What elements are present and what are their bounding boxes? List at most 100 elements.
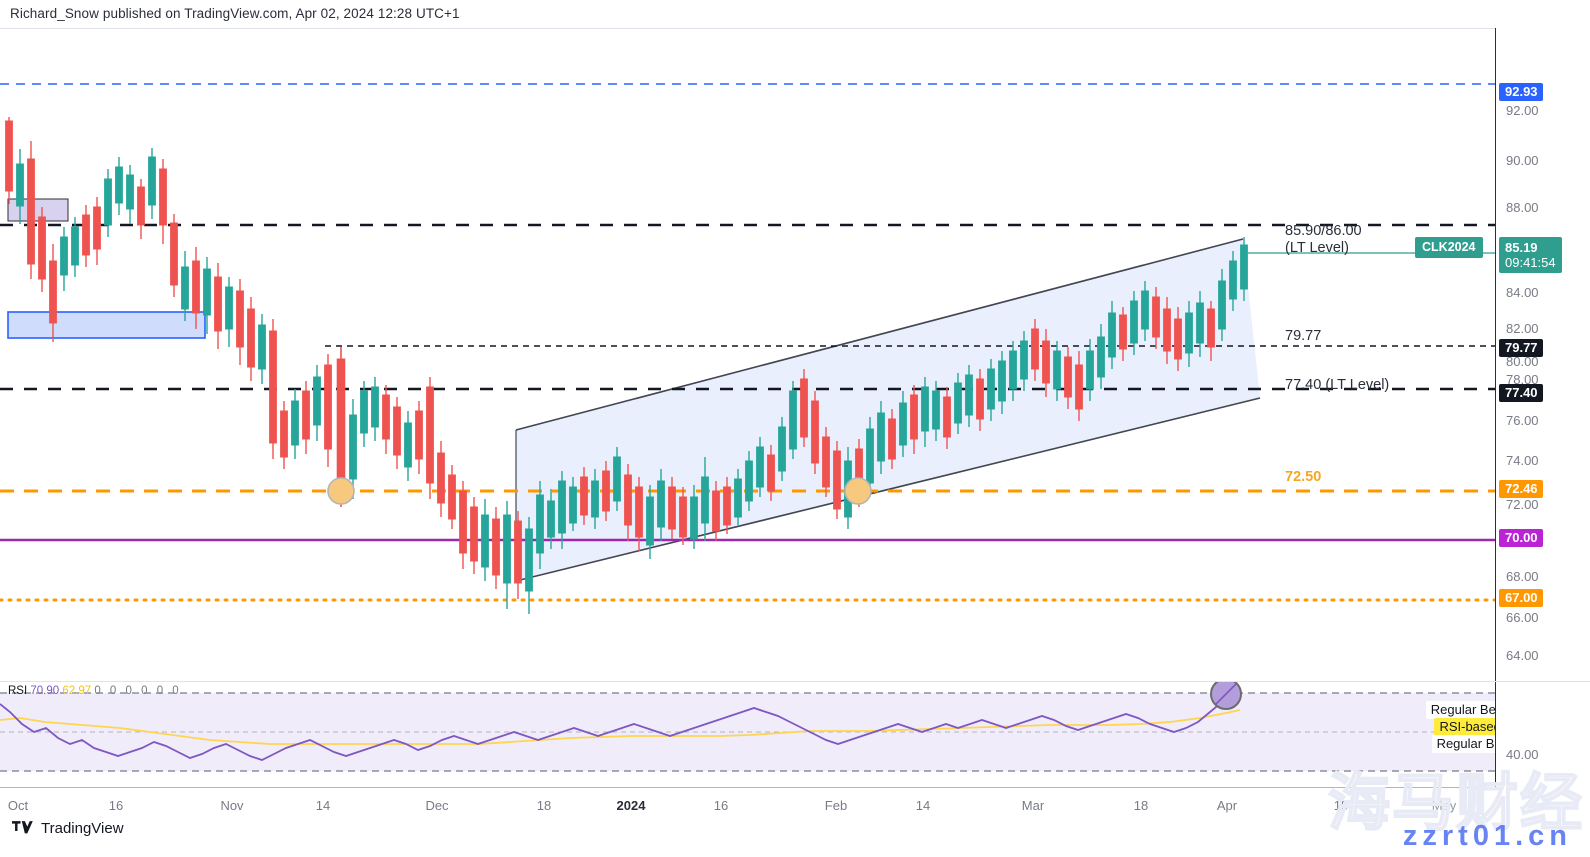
price-tag-77-40: 77.40 [1499, 384, 1543, 402]
rsi-legend-ma-value: 62.97 [62, 685, 92, 697]
price-chart-pane[interactable]: 85.90/86.00 (LT Level) 79.77 77.40 (LT L… [0, 28, 1495, 682]
candle [1196, 291, 1204, 357]
candle [1009, 341, 1017, 401]
candle [877, 401, 885, 474]
candle [745, 451, 753, 511]
candle [954, 373, 962, 434]
candle [415, 401, 423, 474]
candle [291, 389, 299, 459]
candle [558, 471, 566, 549]
candle [404, 411, 412, 481]
candle [82, 205, 90, 267]
tradingview-logo[interactable]: TradingView [12, 820, 124, 837]
price-tick: 80.00 [1506, 354, 1539, 369]
candle [1119, 307, 1127, 361]
rsi-legend-params: 0 0 0 0 0 0 [94, 685, 182, 697]
candle [899, 391, 907, 457]
time-tick: 16 [713, 798, 729, 813]
time-tick: 18 [1133, 798, 1149, 813]
candle [247, 297, 255, 381]
candle [866, 417, 874, 495]
candle [71, 217, 79, 277]
candle [1163, 297, 1171, 364]
candle [965, 365, 973, 427]
rsi-line [0, 695, 1235, 761]
candle [192, 247, 200, 329]
candle [998, 351, 1006, 414]
candle [921, 377, 929, 447]
candle [646, 485, 654, 559]
orange-circle-marker-2 [844, 477, 872, 505]
candle [104, 169, 112, 237]
last-price-value: 85.19 [1505, 240, 1538, 255]
price-tick: 66.00 [1506, 610, 1539, 625]
candle [514, 511, 522, 599]
lower-blue-zone [7, 311, 206, 339]
last-price-tag: 85.19 09:41:54 [1499, 237, 1562, 273]
price-tick: 78.00 [1506, 372, 1539, 387]
candle [1174, 307, 1182, 371]
last-price-time: 09:41:54 [1505, 255, 1556, 270]
rsi-indicator-pane[interactable]: RSI 70.90 62.97 0 0 0 0 0 0 [0, 681, 1495, 788]
time-tick: 2024 [616, 798, 646, 813]
candle [811, 391, 819, 474]
candle [613, 447, 621, 511]
candle [1075, 351, 1083, 421]
candle [822, 427, 830, 497]
time-axis[interactable]: Oct 16 Nov 14 Dec 18 2024 16 Feb 14 Mar … [0, 787, 1495, 828]
price-tick: 88.00 [1506, 200, 1539, 215]
price-tick: 82.00 [1506, 321, 1539, 336]
candle [27, 141, 35, 279]
price-tick: 84.00 [1506, 285, 1539, 300]
candle [690, 485, 698, 549]
candle [448, 465, 456, 529]
candle [789, 381, 797, 459]
candle [280, 401, 288, 469]
candle [393, 397, 401, 469]
candlestick-series [5, 117, 1248, 614]
candle [569, 477, 577, 531]
candle [492, 507, 500, 589]
time-tick: 14 [915, 798, 931, 813]
candle [203, 257, 211, 334]
candle [800, 369, 808, 447]
candle [1053, 341, 1061, 401]
price-tag-92-93: 92.93 [1499, 83, 1543, 101]
rsi-marker-cross [1215, 683, 1237, 705]
tradingview-logo-label: TradingView [41, 820, 124, 837]
candle [1086, 339, 1094, 401]
price-tick: 92.00 [1506, 103, 1539, 118]
pane-axis-divider [1495, 681, 1590, 682]
time-tick: Oct [7, 798, 29, 813]
candle [1207, 301, 1215, 361]
time-tick: Feb [824, 798, 848, 813]
candle [324, 354, 332, 467]
candle [38, 207, 46, 292]
candle [459, 481, 467, 569]
price-tick: 64.00 [1506, 648, 1539, 663]
candle [712, 481, 720, 541]
candle [525, 517, 533, 614]
price-tick: 74.00 [1506, 453, 1539, 468]
candle [371, 377, 379, 441]
candle [225, 277, 233, 347]
candle [360, 381, 368, 447]
price-tag-70-00: 70.00 [1499, 529, 1543, 547]
price-axis[interactable]: USD BLL 92.00 90.00 88.00 86.00 84.00 82… [1495, 28, 1590, 787]
candle [148, 148, 156, 219]
time-tick: Mar [1021, 798, 1045, 813]
price-tick: 90.00 [1506, 153, 1539, 168]
candle [1097, 324, 1105, 389]
tradingview-logo-icon [12, 821, 33, 834]
candle [1042, 329, 1050, 397]
candle [137, 179, 145, 239]
rsi-legend-name: RSI [8, 685, 28, 697]
candle [536, 481, 544, 569]
candle [214, 263, 222, 349]
candle [159, 159, 167, 244]
candle [635, 477, 643, 551]
candle [16, 149, 24, 224]
annotation-lt-level-86-line1: 85.90/86.00 [1285, 223, 1362, 239]
candle [1141, 281, 1149, 341]
candle [302, 381, 310, 454]
